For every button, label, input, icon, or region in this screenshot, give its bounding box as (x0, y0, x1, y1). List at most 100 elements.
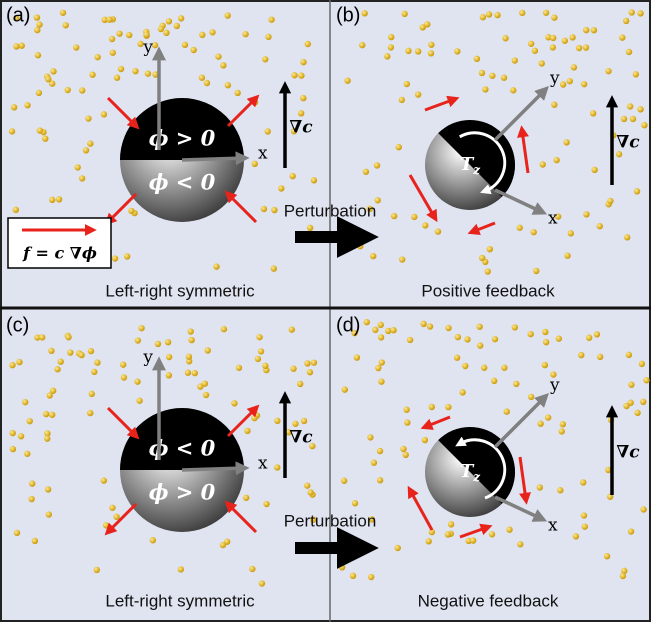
particle (39, 334, 45, 340)
particle (45, 486, 51, 492)
particle (486, 11, 492, 17)
particle (404, 81, 410, 87)
particle (512, 57, 518, 63)
particle (583, 211, 589, 217)
particle (112, 255, 118, 261)
particle (132, 68, 138, 74)
particle (87, 410, 93, 416)
particle (16, 359, 22, 365)
particle (255, 356, 261, 362)
particle (178, 566, 184, 572)
particle (643, 377, 649, 383)
particle (374, 162, 380, 168)
particle (396, 144, 402, 150)
particle (621, 116, 627, 122)
particle (476, 324, 482, 330)
particle (580, 479, 586, 485)
particle (103, 522, 109, 528)
particle (448, 521, 454, 527)
particle (560, 81, 566, 87)
particle (49, 412, 55, 418)
particle (562, 38, 568, 44)
particle (634, 410, 640, 416)
particle (225, 82, 231, 88)
particle (166, 18, 172, 24)
gradient-label: ∇c (289, 118, 313, 138)
particle (34, 27, 40, 33)
particle (364, 319, 370, 325)
particle (271, 265, 277, 271)
particle (415, 91, 421, 97)
particle (43, 411, 49, 417)
particle (27, 418, 33, 424)
particle (307, 225, 313, 231)
caption: Positive feedback (421, 281, 555, 300)
particle (268, 16, 274, 22)
particle (377, 448, 383, 454)
particle (37, 127, 43, 133)
particle (564, 253, 570, 259)
particle (292, 421, 298, 427)
particle (459, 389, 465, 395)
particle (553, 157, 559, 163)
particle (186, 354, 192, 360)
particle (563, 139, 569, 145)
particle (22, 399, 28, 405)
particle (571, 64, 577, 70)
particle (67, 349, 73, 355)
particle (262, 363, 268, 369)
particle (569, 34, 575, 40)
particle (190, 47, 196, 53)
particle (44, 435, 50, 441)
particle (375, 365, 381, 371)
particle (537, 421, 543, 427)
torque-subscript: z (472, 163, 481, 177)
particle (422, 222, 428, 228)
particle (543, 10, 549, 16)
particle (640, 399, 646, 405)
particle (530, 229, 536, 235)
particle (258, 348, 264, 354)
particle (630, 116, 636, 122)
particle (50, 68, 56, 74)
particle (13, 207, 19, 213)
particle (344, 77, 350, 83)
particle (289, 326, 295, 332)
particle (35, 52, 41, 58)
particle (481, 365, 487, 371)
particle (489, 73, 495, 79)
particle (626, 352, 632, 358)
particle (259, 580, 265, 586)
particle (581, 81, 587, 87)
particle (388, 44, 394, 50)
particle (415, 48, 421, 54)
x-axis (182, 468, 244, 470)
particle (113, 514, 119, 520)
particle (504, 408, 510, 414)
particle (13, 43, 19, 49)
particle (249, 566, 255, 572)
particle (583, 27, 589, 33)
particle (597, 223, 603, 229)
particle (591, 27, 597, 33)
particle (477, 342, 483, 348)
particle (73, 44, 79, 50)
particle (79, 175, 85, 181)
x-axis-label: x (258, 454, 268, 474)
particle (560, 421, 566, 427)
particle (188, 328, 194, 334)
particle (145, 70, 151, 76)
particle (605, 68, 611, 74)
particle (256, 334, 262, 340)
particle (9, 128, 15, 134)
particle (528, 41, 534, 47)
lower-label: ϕ > 0 (149, 480, 216, 505)
particle (182, 42, 188, 48)
particle (454, 355, 460, 361)
gradient-label: ∇c (616, 443, 640, 463)
particle (487, 246, 493, 252)
particle (517, 225, 523, 231)
particle (542, 329, 548, 335)
particle (91, 369, 97, 375)
particle (626, 49, 632, 55)
